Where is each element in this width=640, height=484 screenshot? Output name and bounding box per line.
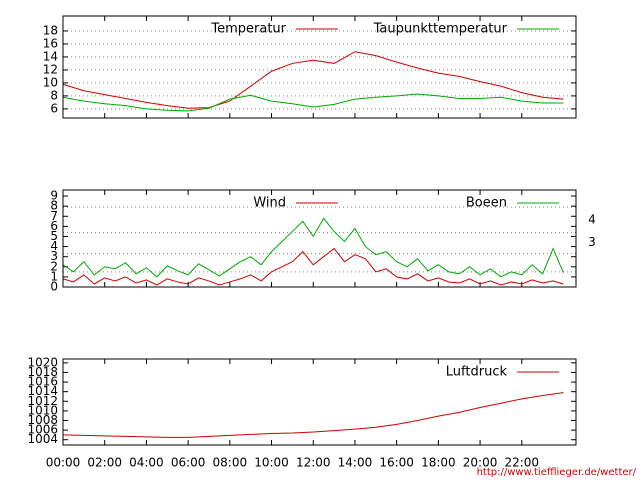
series-line <box>62 51 564 109</box>
series-line <box>62 247 564 286</box>
x-tick-label: 04:00 <box>129 456 164 470</box>
x-tick-label: 12:00 <box>296 456 331 470</box>
y-tick-label: 1012 <box>27 394 58 408</box>
y-tick-label: 1006 <box>27 423 58 437</box>
legend-label: Temperatur <box>210 22 286 37</box>
y-tick-label: 1020 <box>27 355 58 369</box>
y-tick-label: 1018 <box>27 365 58 379</box>
x-tick-label: 16:00 <box>379 456 414 470</box>
series-line <box>62 93 564 112</box>
x-tick-label: 20:00 <box>463 456 498 470</box>
y2-tick-label: 4 <box>588 212 596 226</box>
y-tick-label: 1 <box>50 269 58 283</box>
y-tick-label: 12 <box>43 62 58 76</box>
y-tick-label: 10 <box>43 75 58 89</box>
y-tick-label: 5 <box>50 229 58 243</box>
y-tick-label: 1010 <box>27 403 58 417</box>
source-link: http://www.tiefflieger.de/wetter/ <box>477 467 637 478</box>
y-tick-label: 1014 <box>27 384 58 398</box>
x-tick-label: 14:00 <box>338 456 373 470</box>
plot-frame <box>62 15 577 119</box>
y-tick-label: 4 <box>50 239 58 253</box>
x-tick-label: 06:00 <box>171 456 206 470</box>
y-tick-label: 1008 <box>27 413 58 427</box>
x-tick-label: 18:00 <box>421 456 456 470</box>
y-tick-label: 7 <box>50 209 58 223</box>
y-tick-label: 1016 <box>27 375 58 389</box>
series-line <box>62 217 564 278</box>
y-tick-label: 9 <box>50 189 58 203</box>
x-tick-label: 02:00 <box>87 456 122 470</box>
legend-label: Taupunkttemperatur <box>373 22 508 37</box>
y-tick-label: 0 <box>50 280 58 294</box>
x-tick-label: 22:00 <box>504 456 539 470</box>
y-tick-label: 2 <box>50 259 58 273</box>
y-tick-label: 18 <box>43 23 58 37</box>
series-line <box>62 392 564 438</box>
legend-label: Luftdruck <box>446 365 508 380</box>
x-tick-label: 08:00 <box>213 456 248 470</box>
y-tick-label: 8 <box>50 199 58 213</box>
y-tick-label: 6 <box>50 101 58 115</box>
y-tick-label: 3 <box>50 249 58 263</box>
y-tick-label: 14 <box>43 49 58 63</box>
y-tick-label: 6 <box>50 219 58 233</box>
y2-tick-label: 3 <box>588 235 596 249</box>
x-tick-label: 10:00 <box>254 456 289 470</box>
y-tick-label: 8 <box>50 88 58 102</box>
legend-label: Boeen <box>466 196 507 211</box>
y-tick-label: 16 <box>43 36 58 50</box>
plot-frame <box>62 358 577 446</box>
legend-label: Wind <box>253 196 286 211</box>
plot-frame <box>62 189 577 288</box>
y-tick-label: 1004 <box>27 432 58 446</box>
x-tick-label: 00:00 <box>46 456 81 470</box>
